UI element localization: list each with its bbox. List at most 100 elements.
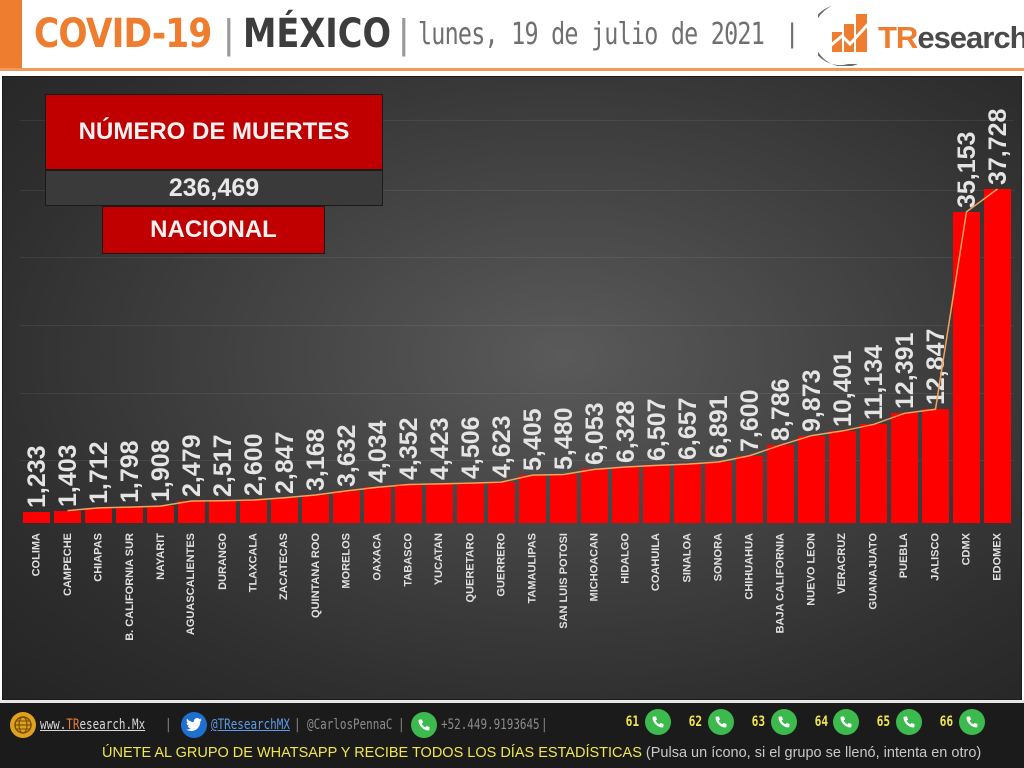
twitter-handle-link[interactable]: @TResearchMX	[211, 717, 291, 733]
kpi-title: NÚMERO DE MUERTES	[45, 94, 383, 170]
bar-tamaulipas	[519, 475, 546, 523]
bar-value-text: 5,480	[549, 407, 578, 471]
gridline	[20, 120, 1014, 121]
whatsapp-phone-icon[interactable]	[410, 712, 437, 738]
bar-yucatan	[426, 483, 453, 523]
footer-separator: |	[294, 717, 302, 733]
bar-cdmx	[953, 211, 980, 523]
header-divider	[0, 68, 1024, 71]
whatsapp-group-62[interactable]: 62	[687, 709, 738, 735]
phone-number: +52.449.9193645	[440, 717, 540, 733]
category-text: SAN LUIS POTOSI	[557, 533, 570, 629]
bar-value-text: 4,352	[394, 417, 423, 481]
bar-value-text: 1,712	[84, 441, 113, 504]
bar-value-text: 6,657	[673, 397, 702, 461]
bar-edomex	[984, 189, 1011, 523]
whatsapp-icon[interactable]	[833, 709, 860, 735]
whatsapp-icon[interactable]	[770, 709, 797, 735]
title-separator: |	[787, 19, 797, 49]
bar-b-california-sur	[116, 507, 143, 523]
whatsapp-hint-text: (Pulsa un ícono, si el grupo se llenó, i…	[645, 745, 982, 761]
bar-value-text: 11,134	[859, 345, 888, 421]
globe-icon	[10, 712, 36, 738]
whatsapp-group-65[interactable]: 65	[875, 709, 926, 735]
whatsapp-icon[interactable]	[896, 709, 923, 735]
category-text: AGUASCALIENTES	[185, 533, 198, 636]
bar-zacatecas	[271, 497, 298, 523]
bar-value-text: 4,623	[487, 415, 516, 479]
category-text: SINALOA	[681, 533, 694, 583]
whatsapp-group-61[interactable]: 61	[624, 709, 675, 735]
category-text: MICHOACAN	[588, 533, 601, 602]
category-text: PUEBLA	[898, 533, 911, 579]
logo-wordmark: TResearch	[878, 20, 1024, 55]
category-text: CHIAPAS	[92, 533, 105, 582]
title-separator: |	[397, 12, 411, 56]
bar-value-text: 6,328	[611, 400, 640, 463]
whatsapp-group-list: 61 62 63 64 65 66	[624, 709, 1001, 735]
bar-coahuila	[643, 465, 670, 523]
bar-campeche	[54, 510, 81, 523]
bar-value-text: 6,891	[704, 395, 733, 458]
category-text: NAYARIT	[154, 533, 167, 580]
whatsapp-icon[interactable]	[644, 709, 671, 735]
bar-value-text: 2,847	[270, 431, 299, 494]
category-text: COLIMA	[30, 533, 43, 577]
whatsapp-icon[interactable]	[959, 709, 986, 735]
bar-baja-california	[767, 445, 794, 523]
title-covid: COVID-19	[34, 11, 212, 57]
twitter-icon[interactable]	[181, 712, 208, 738]
bar-chihuahua	[736, 455, 763, 523]
report-date: lunes, 19 de julio de 2021	[418, 16, 765, 52]
category-text: QUINTANA ROO	[309, 533, 322, 618]
whatsapp-group-63[interactable]: 63	[750, 709, 801, 735]
category-text: GUANAJUATO	[867, 533, 880, 610]
tresearch-logo: TResearch	[818, 2, 1024, 66]
bar-hidalgo	[612, 466, 639, 523]
bar-value-text: 3,632	[332, 424, 361, 487]
whatsapp-group-66[interactable]: 66	[938, 709, 989, 735]
bar-sinaloa	[674, 464, 701, 523]
category-text: CHIHUAHUA	[743, 533, 756, 600]
whatsapp-group-number: 63	[751, 714, 765, 730]
footer-cta: ÚNETE AL GRUPO DE WHATSAPP Y RECIBE TODO…	[102, 745, 981, 761]
bar-value-text: 7,600	[735, 389, 764, 452]
bar-nuevo-leon	[798, 435, 825, 523]
category-text: JALISCO	[929, 533, 942, 581]
footer-separator: |	[541, 717, 548, 733]
bar-puebla	[891, 413, 918, 523]
header: COVID-19 | MÉXICO | lunes, 19 de julio d…	[0, 0, 1024, 72]
category-text: EDOMEX	[991, 533, 1004, 581]
bar-nayarit	[147, 506, 174, 523]
panel-divider	[0, 700, 1024, 703]
bar-guanajuato	[860, 424, 887, 523]
header-accent-bar	[0, 0, 22, 68]
bar-value-text: 4,423	[425, 417, 454, 480]
website-link[interactable]: www.TResearch.Mx	[40, 717, 146, 733]
footer-contacts: www.TResearch.Mx | @TResearchMX | @Carlo…	[10, 711, 550, 739]
category-text: COAHUILA	[650, 533, 663, 592]
page-title: COVID-19 | MÉXICO | lunes, 19 de julio d…	[34, 6, 805, 62]
bar-colima	[23, 512, 50, 523]
bar-queretaro	[457, 483, 484, 523]
bar-value-text: 35,153	[952, 131, 981, 208]
bar-value-text: 2,479	[177, 434, 206, 498]
bar-morelos	[333, 490, 360, 523]
bar-chart-swoosh-icon	[818, 6, 872, 66]
category-text: TLAXCALA	[247, 533, 260, 593]
bar-oaxaca	[364, 487, 391, 523]
whatsapp-group-number: 64	[814, 714, 828, 730]
category-text: MORELOS	[340, 533, 353, 589]
bar-value-text: 5,405	[518, 408, 547, 472]
whatsapp-cta-text: ÚNETE AL GRUPO DE WHATSAPP Y RECIBE TODO…	[102, 745, 642, 761]
bar-value-text: 1,798	[115, 440, 144, 504]
bar-jalisco	[922, 409, 949, 523]
bar-guerrero	[488, 482, 515, 523]
gridline	[20, 325, 1014, 326]
category-text: HIDALGO	[619, 533, 632, 584]
category-text: GUERRERO	[495, 533, 508, 597]
category-text: NUEVO LEON	[805, 533, 818, 606]
whatsapp-icon[interactable]	[707, 709, 734, 735]
whatsapp-group-64[interactable]: 64	[813, 709, 864, 735]
kpi-scope: NACIONAL	[102, 206, 325, 254]
